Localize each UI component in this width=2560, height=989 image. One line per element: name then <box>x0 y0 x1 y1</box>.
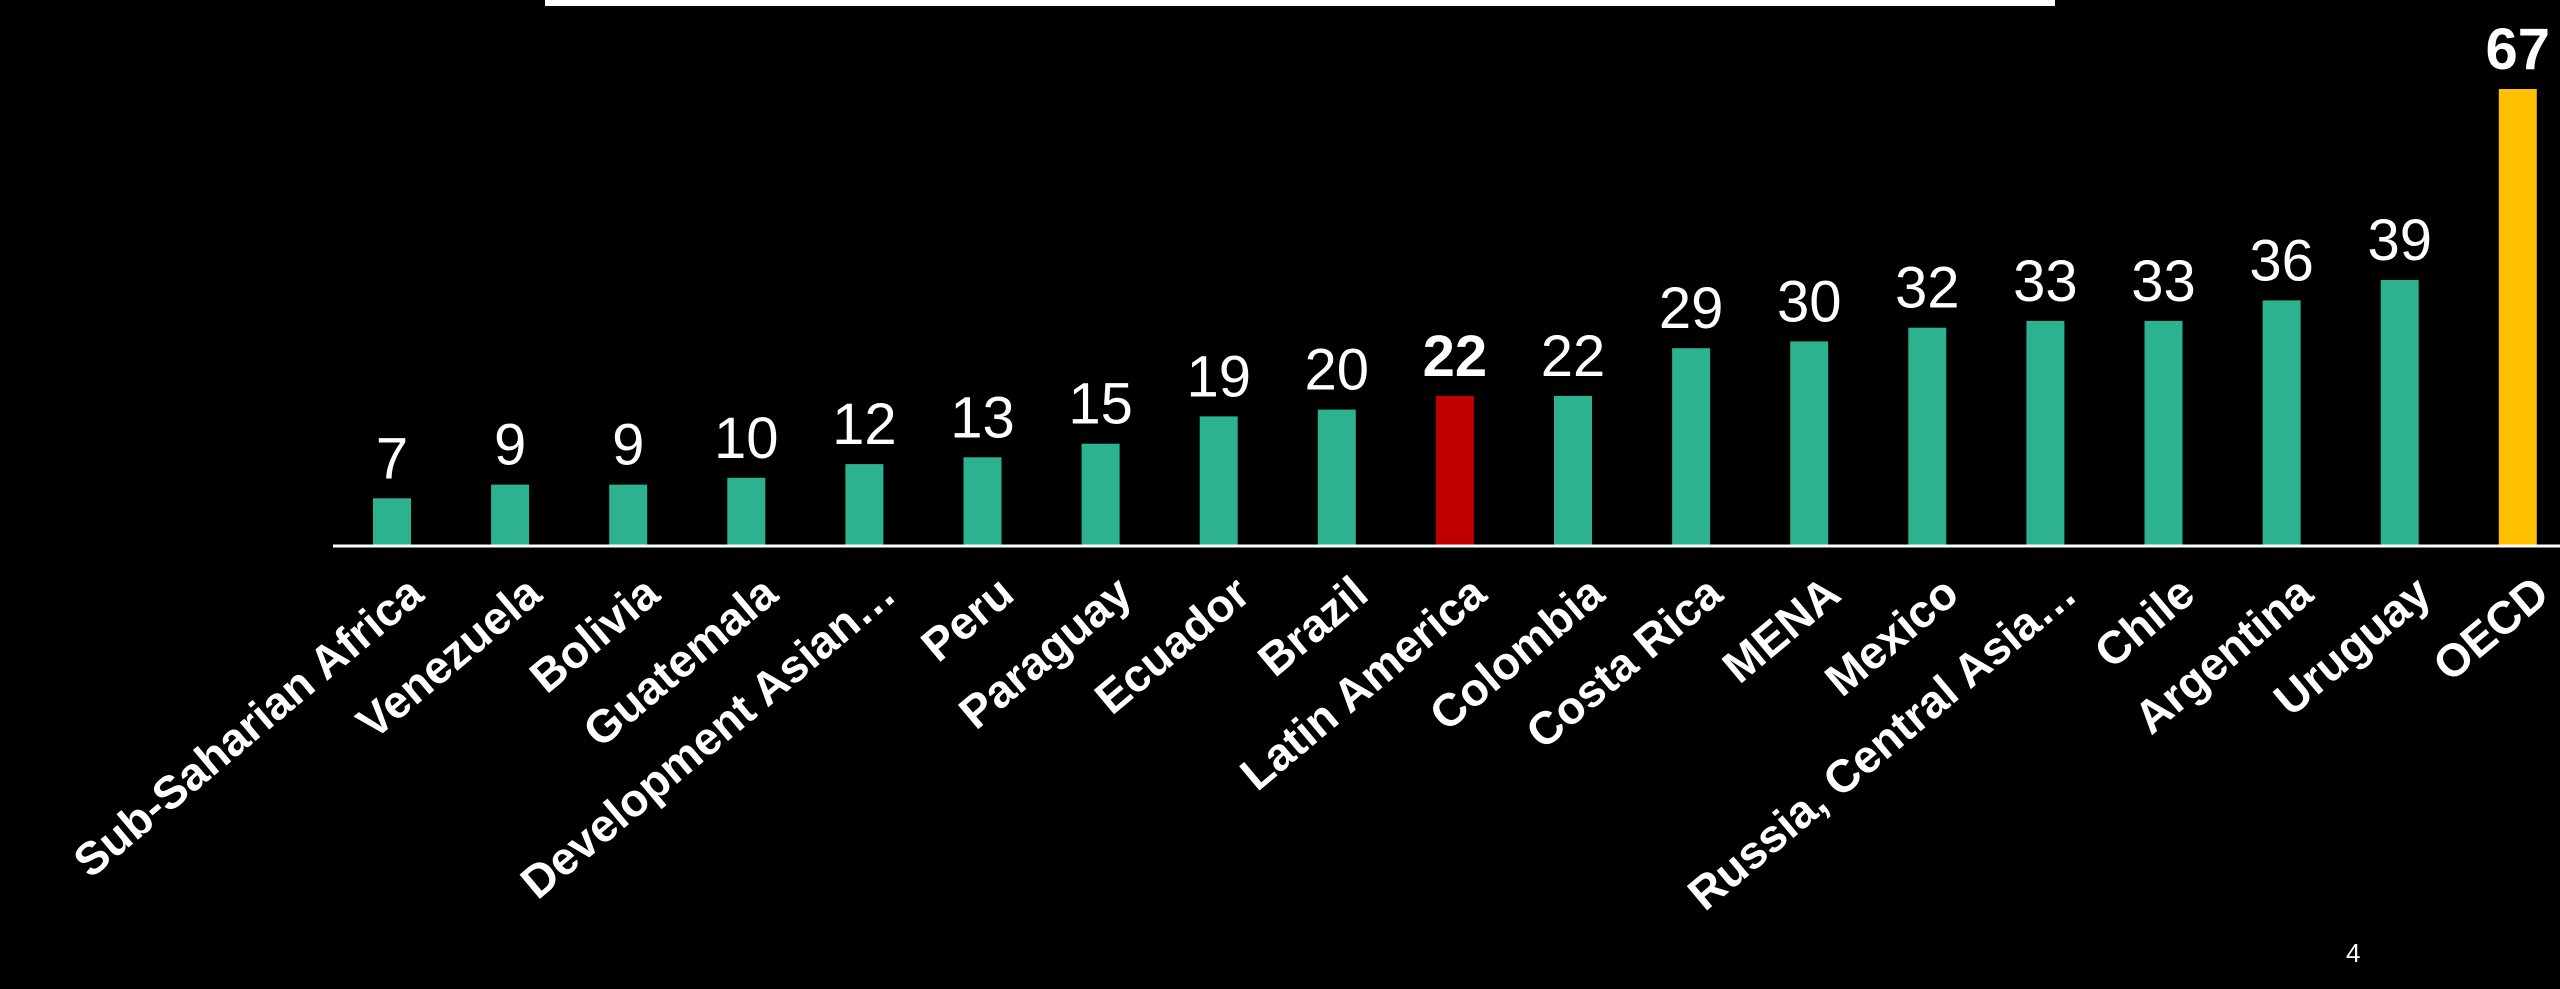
bar-venezuela <box>491 484 530 546</box>
page-number: 4 <box>2346 938 2361 968</box>
value-label-development-asian: 12 <box>832 392 897 457</box>
bar-peru <box>963 457 1002 546</box>
category-labels-layer: Sub-Saharian AfricaVenezuelaBoliviaGuate… <box>63 566 2558 921</box>
value-label-sub-saharian-africa: 7 <box>376 426 408 491</box>
value-label-latin-america: 22 <box>1423 324 1488 389</box>
category-label-oecd: OECD <box>2423 566 2558 691</box>
bar-argentina <box>2262 300 2301 546</box>
value-label-argentina: 36 <box>2249 228 2314 293</box>
bar-colombia <box>1554 395 1592 546</box>
value-labels-layer: 7 9 9 10 12 13 15 19 20 22 22 29 30 32 33 33 36 39 67 <box>376 17 2550 491</box>
bar-development-asian <box>845 464 884 546</box>
bar-mexico <box>1908 327 1947 546</box>
value-label-bolivia: 9 <box>612 413 644 478</box>
bar-oecd <box>2498 89 2537 546</box>
title-underline-decoration <box>545 0 2055 6</box>
bar-ecuador <box>1199 416 1238 546</box>
value-label-brazil: 20 <box>1305 338 1370 403</box>
bar-paraguay <box>1081 443 1120 546</box>
bars-layer <box>373 89 2537 546</box>
bar-chile <box>2144 320 2183 546</box>
value-label-peru: 13 <box>950 385 1015 450</box>
value-label-colombia: 22 <box>1541 324 1606 389</box>
value-label-mena: 30 <box>1777 269 1842 334</box>
value-label-venezuela: 9 <box>494 413 526 478</box>
value-label-russia-central-asia: 33 <box>2013 249 2078 314</box>
value-label-costa-rica: 29 <box>1659 276 1724 341</box>
bar-guatemala <box>727 477 766 546</box>
value-label-oecd: 67 <box>2486 17 2551 82</box>
bar-brazil <box>1317 409 1356 546</box>
value-label-mexico: 32 <box>1895 256 1960 321</box>
value-label-uruguay: 39 <box>2367 208 2432 273</box>
bar-mena <box>1790 341 1829 546</box>
value-label-paraguay: 15 <box>1068 372 1133 437</box>
value-label-guatemala: 10 <box>714 406 779 471</box>
value-label-ecuador: 19 <box>1186 344 1251 409</box>
value-label-chile: 33 <box>2131 249 2196 314</box>
bar-bolivia <box>609 484 648 546</box>
bar-russia-central-asia <box>2026 320 2065 546</box>
bar-uruguay <box>2380 280 2419 546</box>
bar-costa-rica <box>1672 348 1711 546</box>
bar-latin-america <box>1435 395 1474 546</box>
bar-sub-saharian-africa <box>373 498 411 546</box>
